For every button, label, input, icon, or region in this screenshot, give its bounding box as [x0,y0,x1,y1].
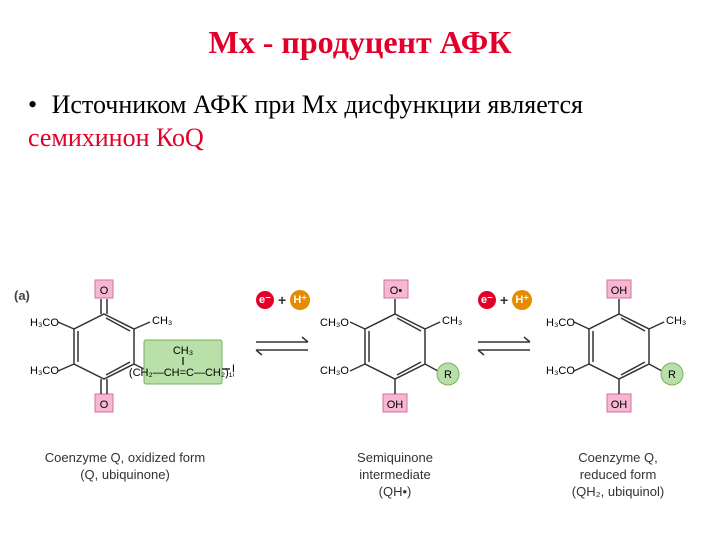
electron-icon: e⁻ [478,291,496,309]
caption-text: intermediate [359,467,431,482]
ubiquinone-h3co-upper: H₃CO [30,317,59,329]
caption-text: (QH₂, ubiquinol) [572,484,664,499]
equilibrium-arrow-1 [252,332,312,360]
ubiquinol-top: OH [611,285,628,297]
proton-icon: H⁺ [290,290,310,310]
tail-chain: (CH₂—CH=C—CH₂)₁₀ [129,367,234,379]
proton-icon: H⁺ [512,290,532,310]
slide-title: Мх - продуцент АФК [0,0,720,61]
ubiquinol-bottom: OH [611,399,628,411]
ubiquinone-bottom-O: O [100,399,109,411]
electron-icon: e⁻ [256,291,274,309]
semiquinone-bottom: OH [387,399,404,411]
sq-left-lower: CH₃O [320,365,349,377]
uq-left-lower: H₃CO [546,365,575,377]
semiquinone-top: O• [390,285,403,297]
ubiquinone-structure: O O H₃CO H₃CO CH₃ CH₃ (CH₂—CH=C—CH₂)₁₀ H [24,274,234,444]
reaction-diagram: O O H₃CO H₃CO CH₃ CH₃ (CH₂—CH=C—CH₂)₁₀ H… [0,250,720,510]
uq-left-upper: H₃CO [546,317,575,329]
ubiquinol-caption: Coenzyme Q, reduced form (QH₂, ubiquinol… [558,450,678,501]
sq-left-upper: CH₃O [320,317,349,329]
ubiquinone-ch3: CH₃ [152,315,172,327]
tail-ch3: CH₃ [173,345,193,357]
caption-text: Semiquinone [357,450,433,465]
ubiquinone-caption: Coenzyme Q, oxidized form (Q, ubiquinone… [40,450,210,484]
reagent-label-1: e⁻+H⁺ [256,290,310,310]
reagent-label-2: e⁻+H⁺ [478,290,532,310]
uq-ch3: CH₃ [666,315,686,327]
uq-R: R [668,369,676,381]
sq-ch3: CH₃ [442,315,462,327]
semiquinone-structure: O• OH CH₃O CH₃O CH₃ R [320,274,470,444]
slide-title-text: Мх - продуцент АФК [209,24,512,60]
sq-R: R [444,369,452,381]
bullet-red-text: семихинон КоQ [28,123,204,152]
caption-text: (Q, ubiquinone) [80,467,170,482]
bullet-1: Источником АФК при Мх дисфункции являетс… [0,61,720,154]
ubiquinol-structure: OH OH H₃CO H₃CO CH₃ R [544,274,694,444]
caption-text: Coenzyme Q, [578,450,657,465]
bullet-black-text: Источником АФК при Мх дисфункции являетс… [52,90,583,119]
equilibrium-arrow-2 [474,332,534,360]
caption-text: (QH•) [379,484,412,499]
semiquinone-caption: Semiquinone intermediate (QH•) [335,450,455,501]
tail-H: H [232,363,234,375]
ubiquinone-top-O: O [100,285,109,297]
caption-text: reduced form [580,467,657,482]
caption-text: Coenzyme Q, oxidized form [45,450,205,465]
ubiquinone-h3co-lower: H₃CO [30,365,59,377]
